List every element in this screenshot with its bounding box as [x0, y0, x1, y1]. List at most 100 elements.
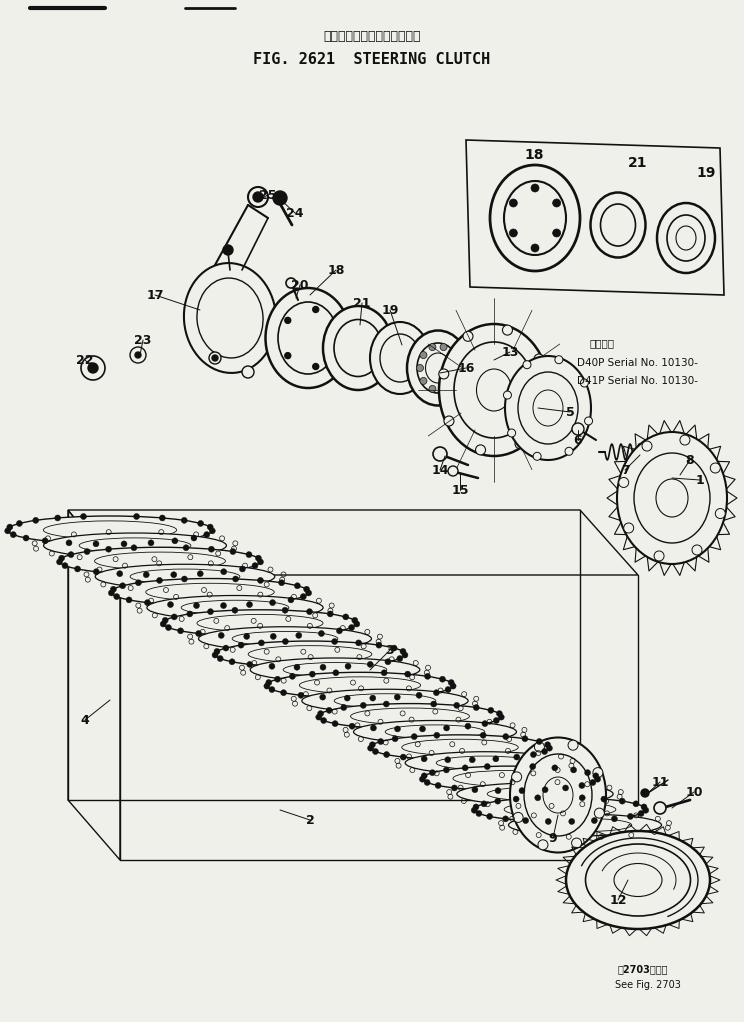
Circle shape: [471, 807, 477, 814]
Ellipse shape: [79, 538, 191, 553]
Circle shape: [542, 748, 548, 754]
Text: 15: 15: [452, 483, 469, 497]
Circle shape: [196, 631, 202, 637]
Circle shape: [371, 725, 376, 731]
Circle shape: [306, 590, 312, 596]
Circle shape: [433, 447, 447, 461]
Circle shape: [641, 789, 649, 797]
Circle shape: [312, 364, 318, 370]
Circle shape: [368, 745, 373, 751]
Circle shape: [318, 710, 324, 716]
Circle shape: [522, 818, 529, 824]
Circle shape: [326, 707, 332, 713]
Circle shape: [257, 577, 263, 584]
Circle shape: [280, 690, 286, 696]
Circle shape: [110, 587, 116, 592]
Circle shape: [476, 810, 482, 817]
Circle shape: [510, 199, 517, 207]
Circle shape: [242, 366, 254, 378]
Circle shape: [643, 807, 649, 814]
Circle shape: [472, 787, 478, 793]
Circle shape: [572, 423, 584, 435]
Circle shape: [312, 307, 318, 313]
Circle shape: [288, 597, 294, 603]
Ellipse shape: [266, 288, 350, 388]
Circle shape: [424, 780, 430, 786]
Text: 20: 20: [291, 279, 309, 291]
Circle shape: [425, 673, 431, 680]
Circle shape: [220, 603, 226, 608]
Circle shape: [159, 515, 165, 521]
Circle shape: [619, 477, 629, 487]
Circle shape: [381, 669, 387, 676]
Circle shape: [336, 628, 342, 634]
Ellipse shape: [299, 677, 420, 694]
Circle shape: [435, 783, 441, 789]
Ellipse shape: [538, 819, 632, 832]
Circle shape: [315, 714, 321, 721]
Circle shape: [294, 664, 300, 670]
Circle shape: [391, 645, 397, 651]
Ellipse shape: [318, 703, 501, 729]
Circle shape: [594, 808, 604, 819]
Text: 3: 3: [385, 644, 394, 656]
Circle shape: [654, 802, 666, 814]
Ellipse shape: [370, 322, 430, 394]
Circle shape: [182, 517, 187, 523]
Circle shape: [487, 814, 493, 820]
Circle shape: [74, 566, 80, 572]
Circle shape: [208, 524, 214, 530]
Circle shape: [475, 445, 486, 455]
Circle shape: [627, 814, 633, 820]
Ellipse shape: [504, 181, 566, 256]
Text: 適用号機: 適用号機: [590, 338, 615, 349]
Circle shape: [296, 633, 302, 639]
Circle shape: [545, 742, 551, 748]
Ellipse shape: [454, 342, 534, 438]
Circle shape: [531, 244, 539, 252]
Circle shape: [383, 701, 389, 707]
Circle shape: [217, 655, 223, 661]
Circle shape: [580, 379, 589, 387]
Circle shape: [400, 754, 406, 760]
Circle shape: [452, 365, 460, 372]
Circle shape: [295, 583, 301, 589]
Circle shape: [282, 607, 288, 613]
Ellipse shape: [476, 369, 512, 411]
Circle shape: [482, 721, 488, 727]
Ellipse shape: [266, 672, 453, 698]
Circle shape: [503, 816, 509, 822]
Circle shape: [434, 690, 440, 696]
Ellipse shape: [533, 390, 563, 426]
Circle shape: [392, 736, 398, 742]
Circle shape: [473, 704, 479, 710]
Circle shape: [57, 559, 62, 565]
Circle shape: [445, 756, 451, 762]
Ellipse shape: [657, 203, 715, 273]
Circle shape: [378, 739, 384, 744]
Text: 23: 23: [135, 333, 152, 346]
Ellipse shape: [405, 752, 565, 774]
Circle shape: [495, 788, 501, 794]
Circle shape: [385, 659, 391, 664]
Circle shape: [417, 365, 423, 372]
Circle shape: [209, 352, 221, 364]
Circle shape: [402, 652, 408, 658]
Circle shape: [641, 804, 647, 809]
Circle shape: [187, 611, 193, 617]
Circle shape: [246, 552, 252, 558]
Circle shape: [480, 733, 486, 738]
Circle shape: [135, 579, 141, 586]
Circle shape: [443, 766, 449, 773]
Circle shape: [488, 707, 494, 713]
Circle shape: [214, 648, 220, 654]
Circle shape: [183, 545, 189, 551]
Circle shape: [450, 683, 456, 689]
Circle shape: [469, 756, 475, 762]
Circle shape: [539, 401, 549, 411]
Circle shape: [258, 640, 264, 646]
Circle shape: [212, 652, 218, 658]
Circle shape: [612, 816, 618, 822]
Circle shape: [352, 617, 358, 623]
Circle shape: [120, 583, 126, 589]
